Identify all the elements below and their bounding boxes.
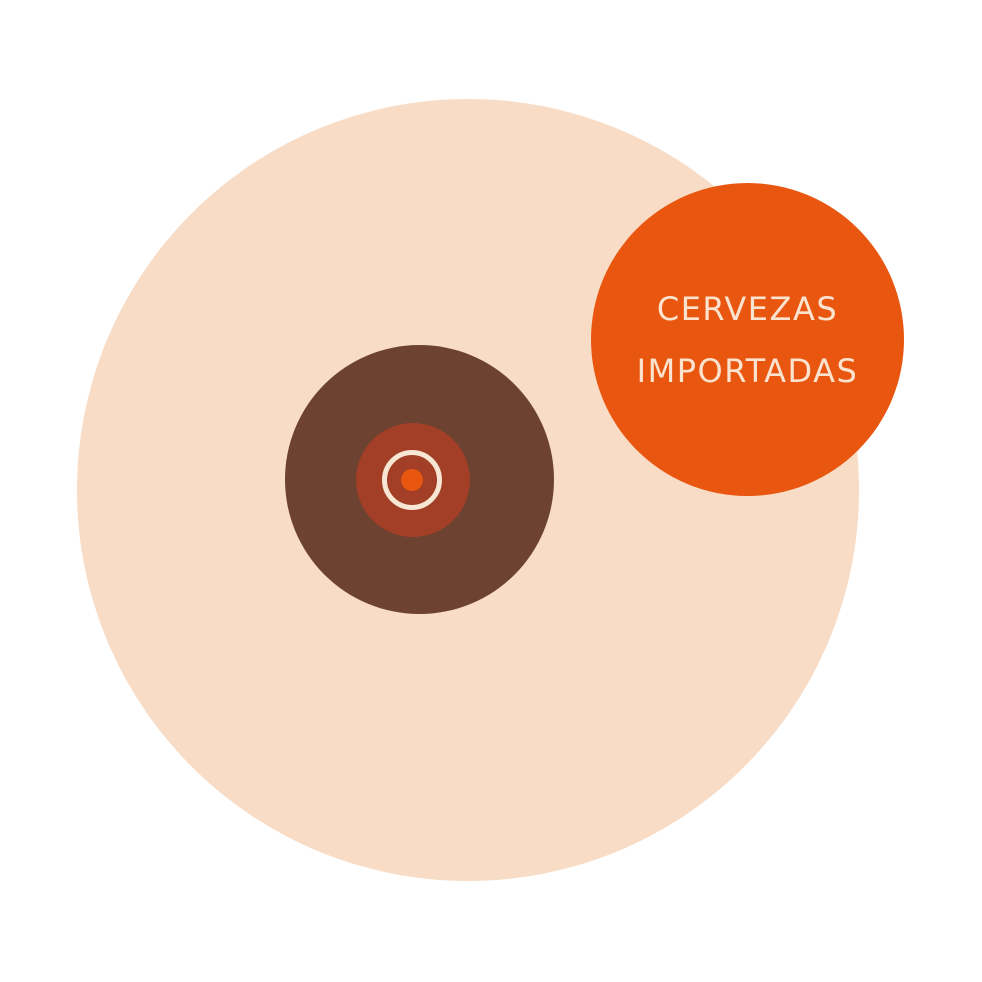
cream-ring — [382, 450, 442, 510]
badge-label-line-1: CERVEZAS — [656, 289, 839, 328]
imported-beers-badge: CERVEZAS IMPORTADAS — [591, 183, 904, 496]
badge-label-line-2: IMPORTADAS — [636, 351, 859, 390]
center-orange-dot — [401, 469, 423, 491]
